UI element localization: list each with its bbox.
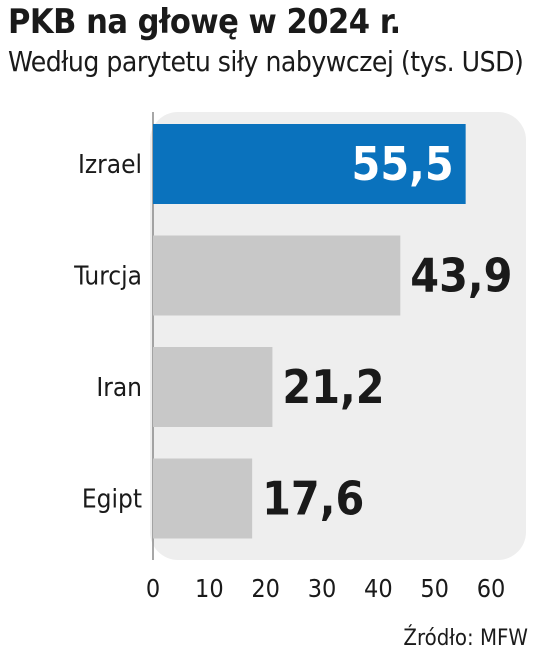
value-label-egipt: 17,6 (262, 472, 364, 526)
category-label-turcja: Turcja (73, 262, 142, 292)
bar-izrael (153, 124, 466, 204)
bar-iran (153, 347, 273, 427)
x-tick-label-30: 30 (308, 574, 337, 603)
x-tick-label-10: 10 (195, 574, 224, 603)
category-label-iran: Iran (96, 373, 142, 403)
chart-title: PKB na głowę w 2024 r. (8, 2, 401, 42)
plot-panel (150, 112, 526, 560)
bar-egipt (153, 458, 253, 539)
x-tick-label-0: 0 (146, 574, 160, 603)
x-tick-label-20: 20 (251, 574, 280, 603)
category-label-izrael: Izrael (78, 150, 142, 180)
category-label-egipt: Egipt (82, 485, 142, 515)
chart-subtitle: Według parytetu siły nabywczej (tys. USD… (8, 45, 524, 78)
value-label-iran: 21,2 (282, 360, 384, 414)
x-tick-label-40: 40 (364, 574, 393, 603)
value-label-turcja: 43,9 (410, 249, 512, 303)
bar-turcja (153, 235, 401, 316)
x-tick-label-60: 60 (477, 574, 506, 603)
x-tick-label-50: 50 (420, 574, 449, 603)
value-label-izrael: 55,5 (352, 137, 454, 191)
source-label: Źródło: MFW (403, 625, 528, 651)
